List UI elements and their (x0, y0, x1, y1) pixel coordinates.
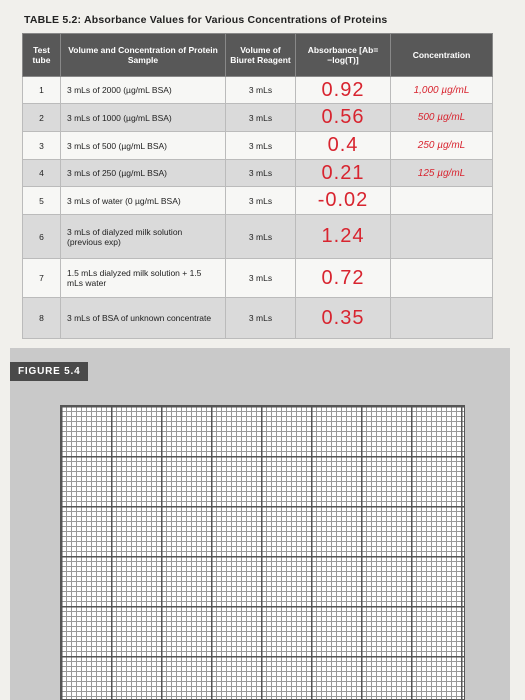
table: Test tube Volume and Concentration of Pro… (22, 33, 493, 339)
table-cell: 3 mLs of 1000 (µg/mL BSA) (60, 103, 226, 132)
handwritten-cell: 0.56 (295, 103, 391, 132)
handwritten-cell: 0.35 (295, 297, 391, 339)
table-cell: 4 (22, 159, 61, 187)
table-cell: 3 mLs of dialyzed milk solution (previou… (60, 214, 226, 259)
handwritten-cell: 250 µg/mL (390, 131, 493, 160)
handwritten-cell: 500 µg/mL (390, 103, 493, 132)
table-cell: 1 (22, 76, 61, 104)
table-cell: 3 mLs of BSA of unknown concentrate (60, 297, 226, 339)
table-row: 7 1.5 mLs dialyzed milk solution + 1.5 mL… (22, 258, 493, 298)
header-cell: Concentration (390, 33, 493, 77)
header-cell: Volume and Concentration of Protein Samp… (60, 33, 226, 77)
table-cell: 3 mLs (225, 103, 296, 132)
handwritten-cell: 1.24 (295, 214, 391, 259)
table-cell: 3 mLs of water (0 µg/mL BSA) (60, 186, 226, 215)
empty-cell (390, 186, 493, 215)
handwritten-cell: 1,000 µg/mL (390, 76, 493, 104)
empty-cell (390, 297, 493, 339)
header-cell: Absorbance [Ab= −log(T)] (295, 33, 391, 77)
table-title: TABLE 5.2: Absorbance Values for Various… (24, 14, 388, 26)
table-cell: 3 mLs (225, 186, 296, 215)
handwritten-cell: -0.02 (295, 186, 391, 215)
handwritten-cell: 0.92 (295, 76, 391, 104)
graph-paper (60, 405, 465, 700)
empty-cell (390, 258, 493, 298)
table-cell: 3 mLs (225, 297, 296, 339)
table-cell: 3 (22, 131, 61, 160)
table-cell: 3 mLs of 250 (µg/mL BSA) (60, 159, 226, 187)
table-cell: 7 (22, 258, 61, 298)
header-cell: Volume of Biuret Reagent (225, 33, 296, 77)
table-cell: 1.5 mLs dialyzed milk solution + 1.5 mLs… (60, 258, 226, 298)
table-cell: 3 mLs (225, 131, 296, 160)
table-cell: 5 (22, 186, 61, 215)
table-cell: 3 mLs (225, 159, 296, 187)
handwritten-cell: 0.21 (295, 159, 391, 187)
table-cell: 3 mLs (225, 76, 296, 104)
header-row: Test tube Volume and Concentration of Pro… (22, 33, 493, 77)
table-cell: 8 (22, 297, 61, 339)
handwritten-cell: 0.72 (295, 258, 391, 298)
table-cell: 3 mLs of 500 (µg/mL BSA) (60, 131, 226, 160)
table-cell: 2 (22, 103, 61, 132)
table-cell: 3 mLs (225, 258, 296, 298)
handwritten-cell: 0.4 (295, 131, 391, 160)
table-cell: 3 mLs of 2000 (µg/mL BSA) (60, 76, 226, 104)
handwritten-cell: 125 µg/mL (390, 159, 493, 187)
empty-cell (390, 214, 493, 259)
table-cell: 3 mLs (225, 214, 296, 259)
table-cell: 6 (22, 214, 61, 259)
header-cell: Test tube (22, 33, 61, 77)
figure-label: FIGURE 5.4 (10, 362, 89, 381)
